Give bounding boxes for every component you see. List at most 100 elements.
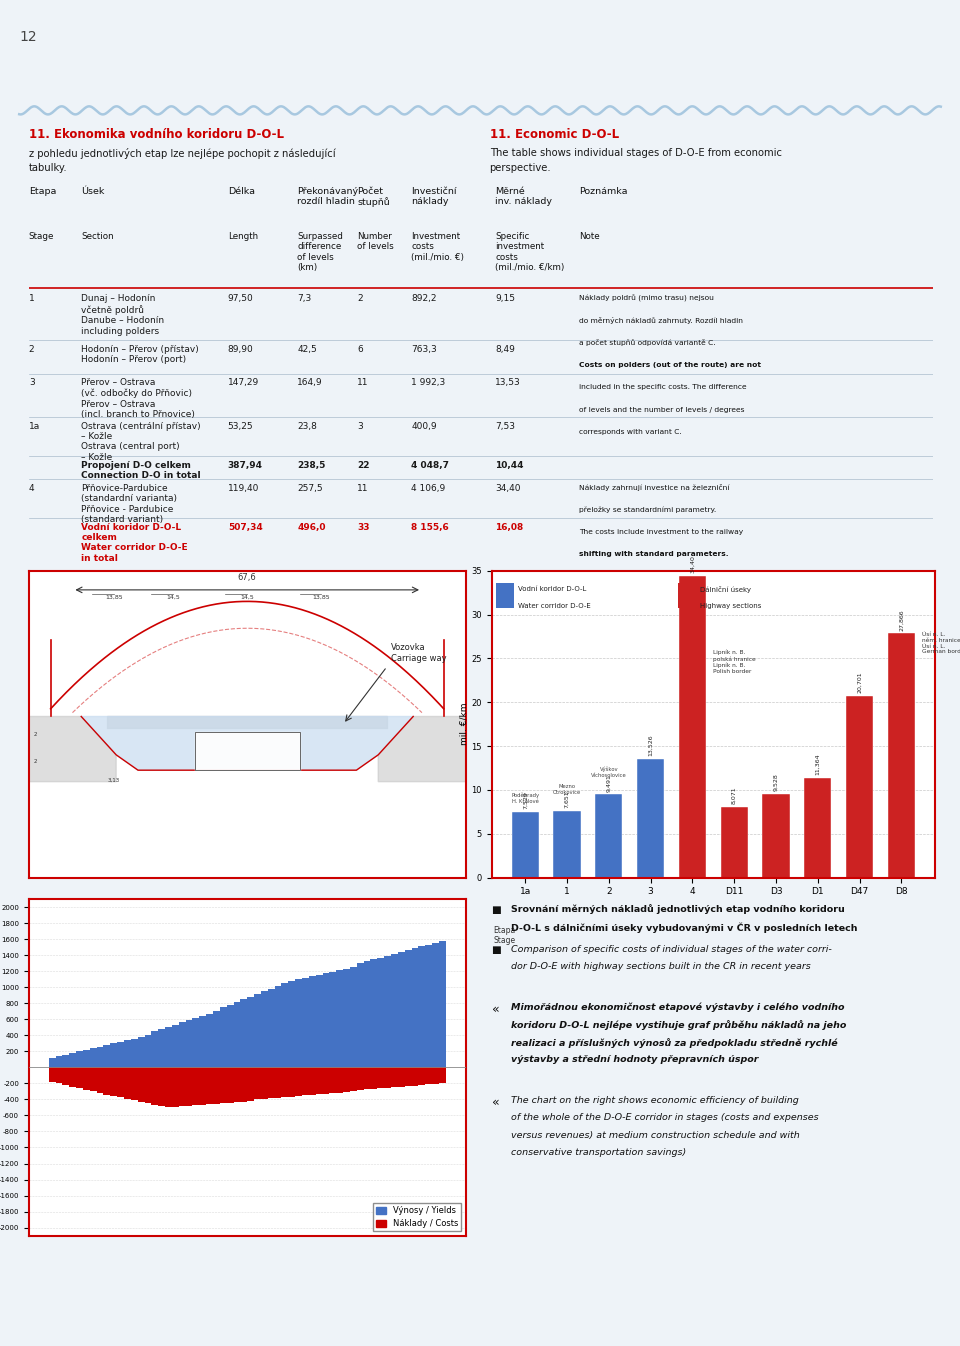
Bar: [213, 1067, 220, 1104]
Bar: [391, 1067, 397, 1088]
Text: Etapa
Stage: Etapa Stage: [493, 926, 516, 945]
Text: 6: 6: [357, 345, 363, 354]
Text: 3: 3: [357, 421, 363, 431]
Text: 2: 2: [34, 759, 36, 763]
Text: 11,364: 11,364: [815, 754, 820, 775]
Text: 11. Ekonomika vodního koridoru D-O-L: 11. Ekonomika vodního koridoru D-O-L: [29, 128, 284, 141]
Text: Number
of levels: Number of levels: [357, 232, 394, 252]
Text: 387,94: 387,94: [228, 460, 263, 470]
Text: Investiční
náklady: Investiční náklady: [411, 187, 457, 206]
Bar: [117, 1042, 124, 1067]
Text: Stage: Stage: [29, 232, 54, 241]
Bar: [309, 976, 316, 1067]
Text: 10,44: 10,44: [495, 460, 524, 470]
Bar: [248, 1067, 254, 1101]
Bar: [158, 1030, 165, 1067]
Bar: [554, 810, 581, 878]
Bar: [275, 985, 281, 1067]
Text: shifting with standard parameters.: shifting with standard parameters.: [579, 551, 729, 557]
Text: 9,528: 9,528: [774, 774, 779, 791]
Bar: [405, 950, 412, 1067]
Bar: [888, 633, 915, 878]
Text: 7,651: 7,651: [564, 790, 569, 808]
Text: The costs include investment to the railway: The costs include investment to the rail…: [579, 529, 743, 534]
Bar: [124, 1040, 131, 1067]
Text: included in the specific costs. The difference: included in the specific costs. The diff…: [579, 384, 746, 390]
Text: versus revenues) at medium construction schedule and with: versus revenues) at medium construction …: [511, 1131, 800, 1140]
Bar: [240, 1067, 248, 1101]
Bar: [268, 988, 275, 1067]
Text: Překonávaný
rozdíl hladin: Překonávaný rozdíl hladin: [298, 187, 358, 206]
Text: Investment
costs
(mil./mio. €): Investment costs (mil./mio. €): [411, 232, 465, 261]
Bar: [846, 696, 873, 878]
Bar: [185, 1067, 192, 1105]
Text: 7,529: 7,529: [523, 791, 528, 809]
Bar: [179, 1023, 185, 1067]
Bar: [288, 1067, 295, 1097]
Text: 8,071: 8,071: [732, 786, 736, 804]
Polygon shape: [378, 716, 466, 782]
Bar: [200, 1067, 206, 1105]
Bar: [762, 794, 789, 878]
Text: 3,13: 3,13: [108, 778, 120, 782]
Text: Úsek: Úsek: [82, 187, 105, 197]
Text: 13,85: 13,85: [313, 595, 330, 600]
Text: 4 048,7: 4 048,7: [411, 460, 449, 470]
Text: Section: Section: [82, 232, 114, 241]
Text: «: «: [492, 1096, 499, 1109]
Bar: [295, 980, 302, 1067]
Text: Náklady zahrnují investice na železniční: Náklady zahrnují investice na železniční: [579, 483, 730, 491]
Text: 27,866: 27,866: [899, 608, 903, 631]
Text: conservative transportation savings): conservative transportation savings): [511, 1148, 686, 1158]
Text: 400,9: 400,9: [411, 421, 437, 431]
Text: Délka: Délka: [228, 187, 254, 197]
Bar: [412, 1067, 419, 1085]
Text: 22: 22: [357, 460, 370, 470]
Text: 13,53: 13,53: [495, 378, 521, 388]
Bar: [357, 1067, 364, 1090]
Legend: Výnosy / Yields, Náklady / Costs: Výnosy / Yields, Náklady / Costs: [372, 1202, 462, 1232]
Bar: [439, 1067, 445, 1084]
Bar: [124, 1067, 131, 1098]
Bar: [384, 956, 391, 1067]
Bar: [371, 960, 377, 1067]
Text: 11: 11: [357, 378, 369, 388]
Bar: [336, 970, 343, 1067]
Bar: [62, 1067, 69, 1085]
Bar: [412, 949, 419, 1067]
Bar: [240, 999, 248, 1067]
Bar: [357, 964, 364, 1067]
Bar: [89, 1049, 97, 1067]
Bar: [439, 941, 445, 1067]
Bar: [678, 583, 696, 607]
Text: 892,2: 892,2: [411, 295, 437, 303]
Bar: [165, 1067, 172, 1108]
Y-axis label: mil. €/km: mil. €/km: [460, 703, 468, 746]
Text: Poznámka: Poznámka: [579, 187, 627, 197]
Bar: [69, 1067, 76, 1086]
Text: Srovnání měrných nákladů jednotlivých etap vodního koridoru: Srovnání měrných nákladů jednotlivých et…: [511, 905, 845, 914]
Text: dor D-O-E with highway sections built in the CR in recent years: dor D-O-E with highway sections built in…: [511, 962, 810, 972]
Bar: [419, 1067, 425, 1085]
Bar: [69, 1053, 76, 1067]
Bar: [419, 946, 425, 1067]
Bar: [104, 1067, 110, 1094]
Text: Výškov
Víchosolovice: Výškov Víchosolovice: [591, 766, 627, 778]
Text: Počet
stupňů: Počet stupňů: [357, 187, 390, 207]
Bar: [220, 1007, 227, 1067]
Bar: [254, 1067, 261, 1100]
Bar: [302, 977, 309, 1067]
Bar: [309, 1067, 316, 1094]
Text: 9,491: 9,491: [607, 774, 612, 791]
Text: 34,40: 34,40: [495, 483, 521, 493]
Text: Poděbrady
H. Králové: Poděbrady H. Králové: [511, 793, 540, 804]
Bar: [343, 969, 349, 1067]
Text: 257,5: 257,5: [298, 483, 323, 493]
Bar: [165, 1027, 172, 1067]
Bar: [261, 991, 268, 1067]
Bar: [295, 1067, 302, 1096]
Bar: [323, 1067, 329, 1094]
Bar: [227, 1004, 233, 1067]
Text: The chart on the right shows economic efficiency of building: The chart on the right shows economic ef…: [511, 1096, 799, 1105]
Bar: [137, 1036, 145, 1067]
